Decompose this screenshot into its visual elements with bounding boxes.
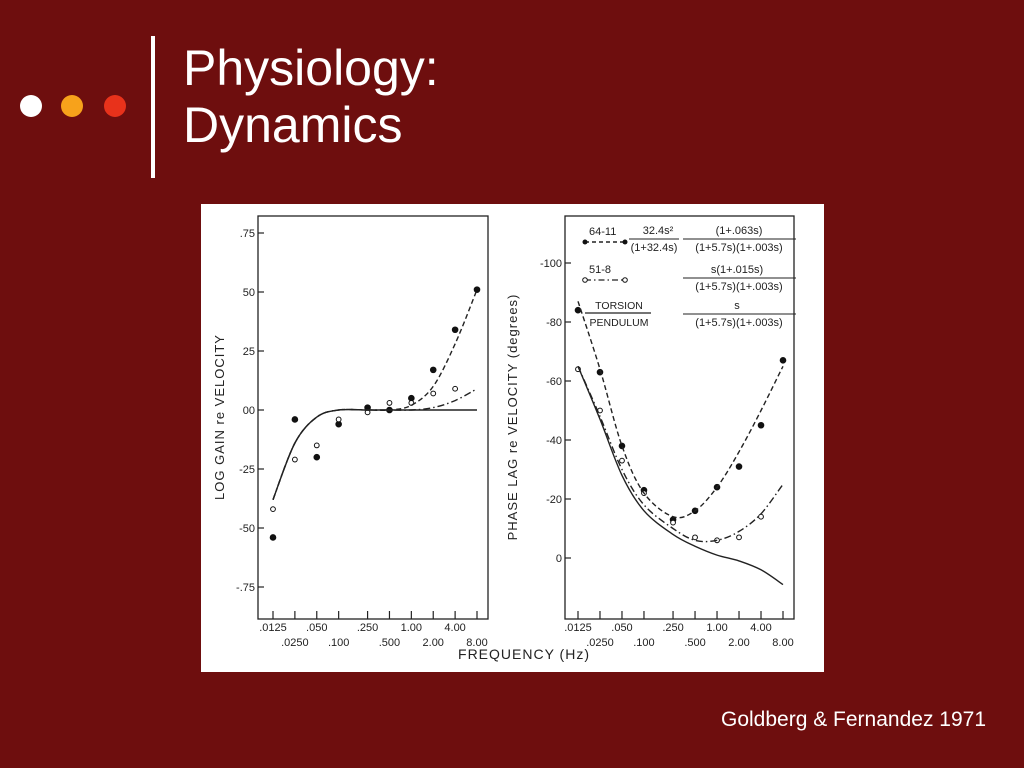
- phase-plot-frame: [564, 215, 795, 620]
- gain-point-filled: [291, 416, 299, 423]
- legend-numerator: s: [734, 300, 740, 312]
- legend-label-51-8: 51-8: [589, 264, 611, 276]
- gain-point-open: [291, 456, 298, 463]
- phase-point-open: [736, 534, 742, 541]
- gain-y-axis-label: LOG GAIN re VELOCITY: [212, 334, 227, 500]
- gain-point-open: [313, 442, 320, 449]
- gain-x-tick-label: .250: [357, 622, 378, 634]
- phase-y-tick-label: -100: [540, 258, 562, 270]
- phase-y-tick-label: -80: [546, 317, 562, 329]
- gain-y-tick-label: 25: [243, 346, 255, 358]
- phase-x-tick-label: .050: [611, 622, 632, 634]
- phase-point-open: [670, 519, 676, 526]
- phase-curve-solid: [577, 366, 784, 586]
- title-divider: [151, 36, 155, 178]
- figure: .75 50 25 00 -25 -50 -.75 .0125 .050 .250 1.00 4.00…: [201, 204, 824, 672]
- phase-point-filled: [618, 442, 626, 450]
- phase-point-filled: [735, 463, 743, 470]
- phase-point-filled: [574, 306, 582, 314]
- gain-x-tick-label: .100: [328, 637, 349, 649]
- legend-denominator: (1+5.7s)(1+.003s): [695, 317, 782, 329]
- gain-point-filled: [269, 534, 277, 541]
- phase-x-tick-label: .0125: [564, 622, 592, 634]
- citation: Goldberg & Fernandez 1971: [720, 708, 986, 731]
- gain-y-tick-label: -25: [239, 464, 255, 476]
- gain-point-open: [452, 385, 459, 392]
- phase-y-tick-label: -60: [546, 376, 562, 388]
- phase-y-axis-label: PHASE LAG re VELOCITY (degrees): [505, 294, 520, 541]
- gain-point-filled: [313, 453, 321, 461]
- phase-curve-dashed: [577, 301, 784, 519]
- phase-point-open: [758, 513, 764, 520]
- phase-y-tick-label: -20: [546, 494, 562, 506]
- legend-numerator: 32.4s²: [643, 225, 674, 237]
- gain-point-open: [335, 416, 342, 423]
- gain-x-tick-label: .500: [379, 637, 400, 649]
- legend-numerator: (1+.063s): [716, 225, 763, 237]
- dot-white: [20, 95, 42, 117]
- phase-point-open: [619, 457, 625, 464]
- gain-y-tick-label: -.75: [236, 582, 255, 594]
- title-line-2: Dynamics: [183, 97, 403, 153]
- gain-y-tick-label: 50: [243, 287, 255, 299]
- gain-plot-frame: [257, 215, 489, 620]
- legend-marker-filled: [622, 239, 628, 245]
- gain-x-tick-label: 4.00: [444, 622, 465, 634]
- gain-point-open: [270, 506, 276, 513]
- gain-x-tick-label: .0250: [281, 637, 309, 649]
- phase-x-tick-label: 2.00: [728, 637, 749, 649]
- gain-x-tick-label: .050: [306, 622, 327, 634]
- legend-marker-filled: [582, 239, 588, 245]
- phase-point-filled: [757, 421, 765, 429]
- gain-point-filled: [451, 326, 459, 334]
- gain-point-open: [430, 390, 437, 397]
- legend-denominator: (1+32.4s): [631, 242, 678, 254]
- phase-point-filled: [779, 357, 787, 364]
- gain-x-tick-label: .0125: [259, 622, 287, 634]
- phase-x-tick-label: .250: [662, 622, 683, 634]
- legend-label-pendulum: PENDULUM: [590, 317, 649, 329]
- gain-y-tick-label: -50: [239, 523, 255, 535]
- phase-y-tick-label: -40: [546, 435, 562, 447]
- figure-svg: .75 50 25 00 -25 -50 -.75 .0125 .050 .250 1.00 4.00…: [212, 215, 796, 662]
- x-axis-label: FREQUENCY (Hz): [458, 646, 590, 662]
- phase-x-tick-label: .100: [633, 637, 654, 649]
- phase-y-tick-label: 0: [556, 553, 562, 565]
- dot-red: [104, 95, 126, 117]
- phase-x-tick-label: .500: [684, 637, 705, 649]
- slide-title: Physiology: Dynamics: [183, 40, 439, 154]
- gain-curve-solid: [272, 408, 477, 500]
- legend-marker-open: [622, 277, 628, 283]
- gain-y-tick-label: .75: [240, 228, 255, 240]
- dot-orange: [61, 95, 83, 117]
- gain-curve-dashed: [272, 289, 478, 500]
- phase-x-tick-label: 4.00: [750, 622, 771, 634]
- phase-x-tick-label: .0250: [586, 637, 614, 649]
- legend-label-torsion: TORSION: [595, 300, 643, 312]
- legend-marker-open: [582, 277, 588, 283]
- gain-curve-dashdot: [272, 388, 478, 500]
- legend-denominator: (1+5.7s)(1+.003s): [695, 242, 782, 254]
- title-line-1: Physiology:: [183, 40, 439, 96]
- phase-x-tick-label: 1.00: [706, 622, 727, 634]
- phase-curve-dashdot: [577, 366, 784, 543]
- legend-numerator: s(1+.015s): [711, 264, 763, 276]
- gain-y-tick-label: 00: [243, 405, 255, 417]
- gain-x-tick-label: 1.00: [401, 622, 422, 634]
- legend-label-64-11: 64-11: [589, 226, 616, 238]
- gain-point-filled: [429, 366, 437, 374]
- legend-denominator: (1+5.7s)(1+.003s): [695, 281, 782, 293]
- gain-x-tick-label: 8.00: [466, 637, 487, 649]
- phase-x-tick-label: 8.00: [772, 637, 793, 649]
- gain-x-tick-label: 2.00: [423, 637, 444, 649]
- gain-point-open: [386, 400, 393, 406]
- gain-point-filled: [473, 286, 481, 293]
- phase-point-open: [692, 534, 698, 541]
